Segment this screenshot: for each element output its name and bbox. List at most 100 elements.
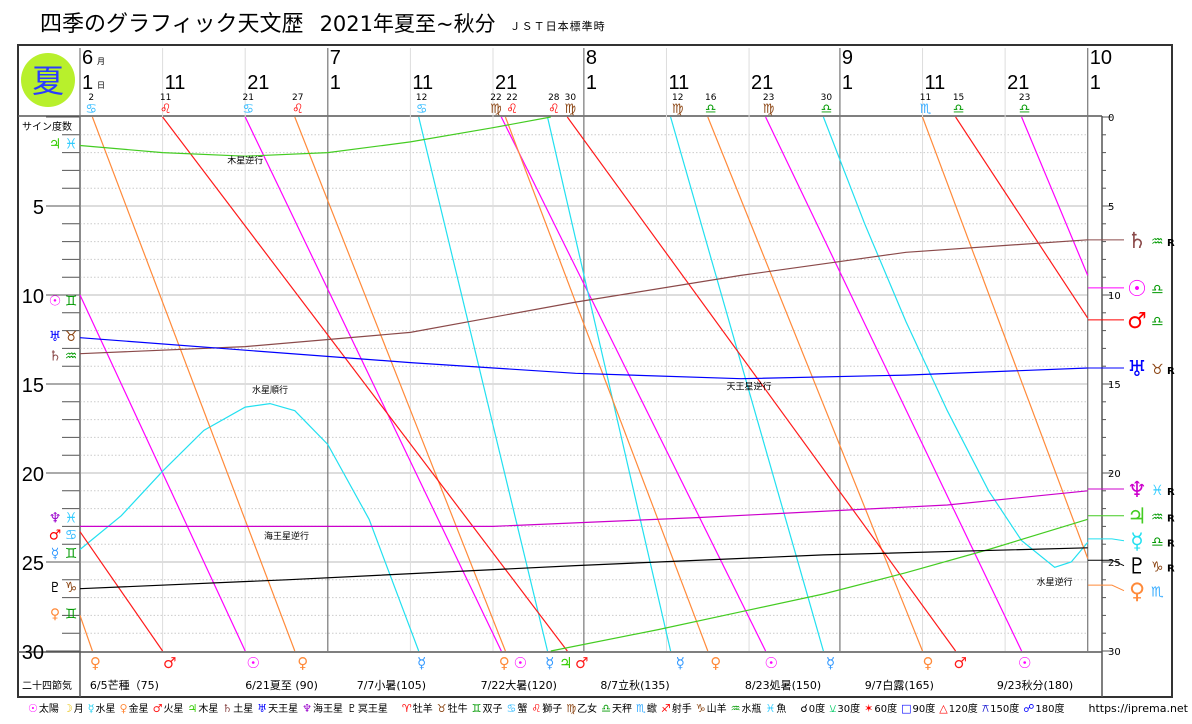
legend-label: 魚 bbox=[776, 702, 786, 715]
series-line-太陽 bbox=[79, 294, 246, 652]
ingress-sign-icon: ♍ bbox=[763, 102, 775, 117]
legend-label: 0度 bbox=[809, 702, 825, 715]
series-line-金星 bbox=[707, 116, 924, 652]
legend-icon: ♋ bbox=[506, 702, 516, 715]
series-line-太陽 bbox=[500, 116, 767, 652]
day-label: 1 bbox=[1090, 72, 1101, 94]
legend: ☉ 太陽 ☽ 月 ☿ 水星 ♀ 金星 ♂ 火星 ♃ 木星 ♄ 土星 ♅ 天王星 ♆ 海王星 ♇ 冥王星 ♈ 牡羊 ♉ 牡牛 ♊ 双… bbox=[28, 702, 1064, 715]
ingress-sign-icon: ♏ bbox=[920, 102, 932, 117]
y-tick-label-right: 0 bbox=[1108, 113, 1114, 124]
sign-change-planet-icon: ♀ bbox=[499, 654, 510, 672]
legend-icon: ♓ bbox=[765, 702, 775, 715]
planet-icon: ♆ bbox=[49, 511, 62, 527]
planet-icon: ♄ bbox=[49, 349, 62, 365]
legend-label: 双子 bbox=[482, 703, 502, 715]
planet-icon: ☉ bbox=[49, 293, 62, 309]
series-line-水星 bbox=[822, 116, 1089, 568]
ingress-sign-icon: ♌ bbox=[292, 102, 304, 117]
planet-icon: ♅ bbox=[1127, 357, 1147, 382]
legend-icon: ⚺ bbox=[829, 702, 836, 715]
planet-icon: ♀ bbox=[1129, 580, 1145, 605]
ingress-sign-icon: ♎ bbox=[1019, 102, 1031, 117]
legend-label: 蠍 bbox=[647, 703, 657, 715]
sign-icon: ♑ bbox=[1151, 560, 1164, 576]
legend-label: 30度 bbox=[837, 702, 860, 715]
sign-icon: ♒ bbox=[1151, 234, 1164, 250]
sign-icon: ♉ bbox=[65, 329, 78, 345]
ingress-row: 2♋11♌21♋27♌12♋22♍22♌28♌30♍12♍16♎23♍30♎11… bbox=[85, 93, 1030, 117]
y-tick-label-right: 15 bbox=[1108, 380, 1121, 391]
legend-label: 金星 bbox=[129, 702, 149, 715]
sekki-label: 9/7白露(165) bbox=[865, 678, 934, 692]
day-label: 1 bbox=[842, 72, 853, 94]
ingress-sign-icon: ♎ bbox=[705, 102, 717, 117]
day-label: 21 bbox=[247, 72, 269, 94]
sekki-label: 9/23秋分(180) bbox=[997, 678, 1073, 692]
sign-change-planet-icon: ☉ bbox=[246, 654, 259, 672]
sekki-row: 6/5芒種（75) 6/21夏至 (90) 7/7小暑(105) 7/22大暑(120… bbox=[90, 678, 1073, 692]
series-line-火星 bbox=[566, 116, 957, 652]
series-line-水星 bbox=[418, 116, 549, 652]
legend-icon: ♐ bbox=[661, 702, 671, 715]
ingress-date: 12 bbox=[416, 93, 427, 103]
sign-icon: ♏ bbox=[1151, 585, 1164, 601]
chart-annotation: 水星順行 bbox=[252, 384, 288, 396]
ingress-sign-icon: ♋ bbox=[85, 102, 97, 117]
ingress-sign-icon: ♍ bbox=[490, 102, 502, 117]
sign-change-planet-icon: ♂ bbox=[163, 654, 176, 672]
legend-icon: △ bbox=[939, 702, 948, 715]
series-line-土星 bbox=[79, 239, 1088, 355]
ingress-sign-icon: ♋ bbox=[242, 102, 254, 117]
ingress-sign-icon: ♋ bbox=[416, 102, 428, 117]
day-label: 21 bbox=[1007, 72, 1029, 94]
series-line-木星 bbox=[550, 518, 1088, 652]
sign-change-planet-icon: ♀ bbox=[710, 654, 721, 672]
y-tick-label-right: 30 bbox=[1108, 647, 1121, 658]
sign-icon: ♊ bbox=[65, 546, 78, 562]
sign-icon: ♊ bbox=[65, 293, 78, 309]
legend-icon: ♀ bbox=[120, 702, 128, 715]
planet-icon: ☿ bbox=[51, 546, 60, 562]
ingress-date: 15 bbox=[953, 93, 964, 103]
day-label: 21 bbox=[495, 72, 517, 94]
legend-icon: ♌ bbox=[531, 702, 541, 715]
y-tick-label-right: 10 bbox=[1108, 291, 1121, 302]
legend-label: 海王星 bbox=[313, 702, 343, 715]
y-tick-label-left: 25 bbox=[22, 553, 44, 575]
site-url[interactable]: https://iprema.net bbox=[1088, 702, 1188, 715]
day-label: 1 bbox=[586, 72, 597, 94]
retrograde-mark: R bbox=[1167, 539, 1175, 550]
legend-label: 180度 bbox=[1035, 702, 1064, 715]
planet-icon: ♇ bbox=[49, 580, 62, 596]
legend-label: 120度 bbox=[949, 702, 978, 715]
month-label: 6 bbox=[82, 47, 93, 69]
sign-change-planet-icon: ♀ bbox=[90, 654, 101, 672]
ingress-sign-icon: ♎ bbox=[821, 102, 833, 117]
planet-icon: ♃ bbox=[49, 137, 62, 153]
legend-label: 水星 bbox=[96, 703, 116, 715]
legend-icon: ♂ bbox=[153, 702, 163, 715]
legend-icon: ☉ bbox=[28, 702, 38, 715]
legend-label: 獅子 bbox=[542, 702, 562, 715]
sign-icon: ♓ bbox=[65, 511, 78, 527]
series-line-木星 bbox=[79, 116, 551, 157]
day-label: 11 bbox=[668, 72, 689, 94]
planet-icon: ☿ bbox=[1130, 530, 1144, 555]
legend-label: 60度 bbox=[874, 702, 897, 715]
sekki-label: 6/5芒種（75) bbox=[90, 678, 159, 692]
sign-change-planet-icon: ☿ bbox=[826, 654, 835, 672]
sign-icon: ♒ bbox=[1151, 510, 1164, 526]
legend-icon: ♏ bbox=[636, 702, 646, 715]
planet-series bbox=[79, 116, 1089, 652]
planet-icon: ♂ bbox=[49, 528, 62, 544]
legend-label: 土星 bbox=[233, 702, 253, 715]
ingress-date: 21 bbox=[242, 93, 253, 103]
sign-icon: ♎ bbox=[1151, 314, 1164, 330]
sign-icon: ♒ bbox=[65, 349, 78, 365]
legend-label: 蟹 bbox=[517, 702, 527, 715]
legend-label: 乙女 bbox=[577, 702, 597, 715]
retrograde-mark: R bbox=[1167, 366, 1175, 377]
series-line-金星 bbox=[79, 615, 93, 652]
grid: 0 5 5 10 10 15 15 20 20 25 25 30 30 bbox=[22, 48, 1121, 664]
end-position-labels: ♄ ♒ R☉ ♎♂ ♎♅ ♉ R♆ ♓ R♃ ♒ R☿ ♎ R♇ ♑ R♀ ♏ bbox=[1088, 229, 1175, 605]
